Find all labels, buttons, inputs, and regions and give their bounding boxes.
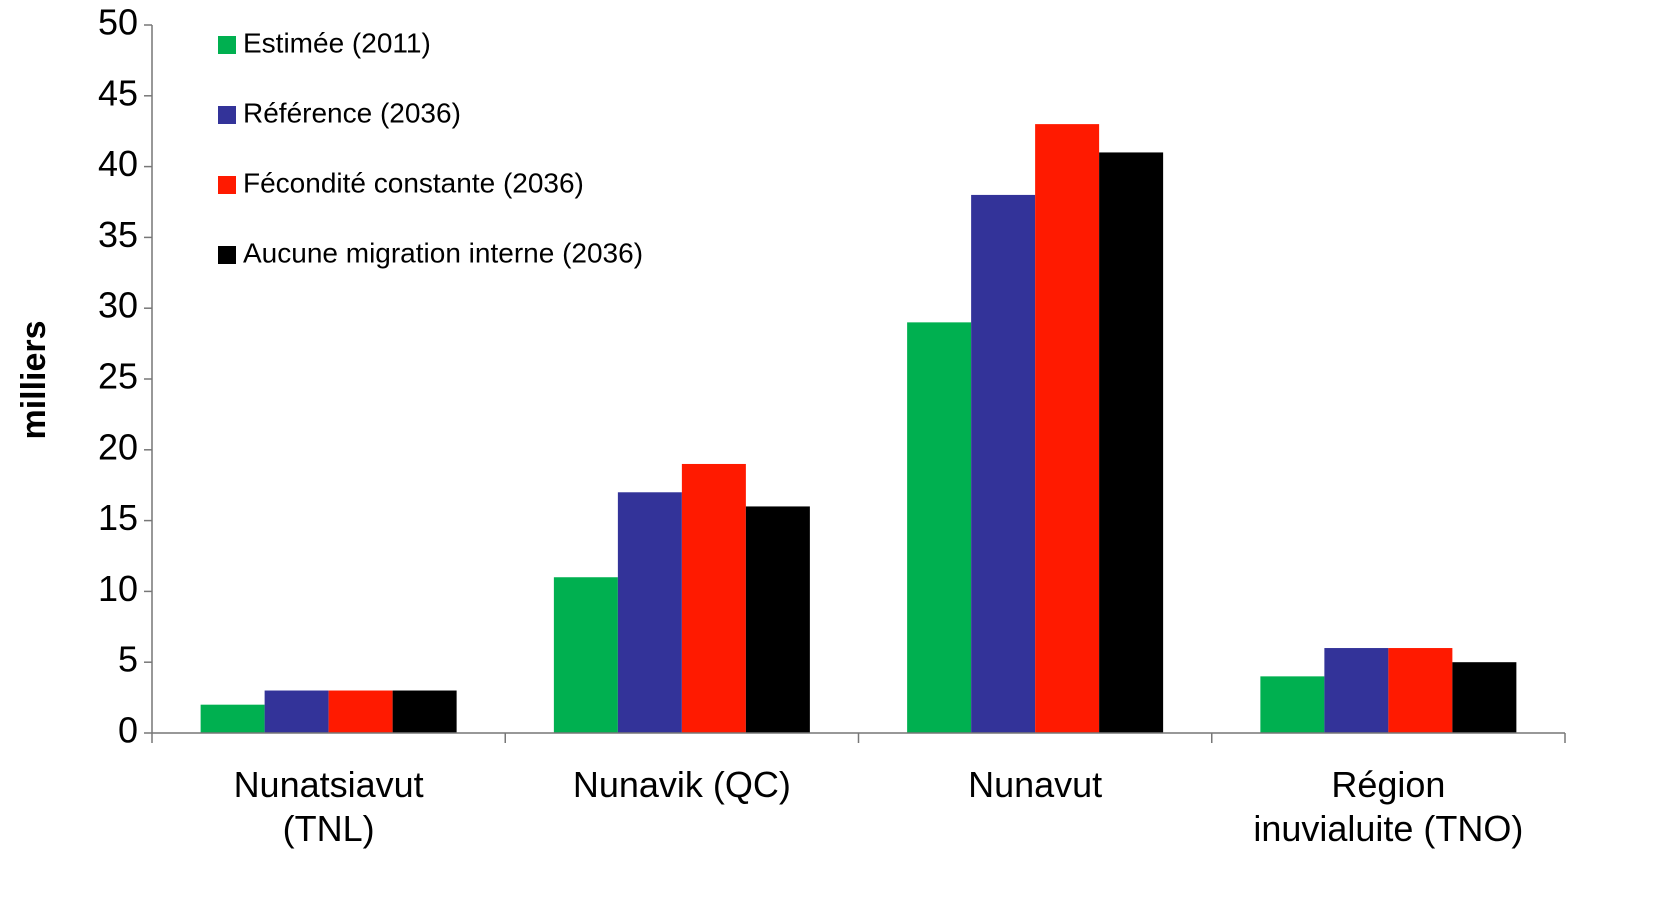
x-tick-label: Nunavik (QC) <box>573 764 791 805</box>
y-tick-label: 40 <box>98 143 138 184</box>
bar <box>200 704 265 733</box>
bar <box>328 690 393 733</box>
bar <box>681 463 746 733</box>
bar <box>1388 648 1453 733</box>
legend-swatch <box>218 106 236 124</box>
bar <box>1035 124 1100 734</box>
y-tick-label: 5 <box>118 639 138 680</box>
y-tick-label: 45 <box>98 72 138 113</box>
y-tick-label: 0 <box>118 710 138 751</box>
legend-swatch <box>218 246 236 264</box>
bar <box>1099 152 1164 733</box>
y-tick-label: 35 <box>98 214 138 255</box>
bar <box>617 492 682 733</box>
x-tick-label: Région inuvialuite (TNO) <box>1253 764 1523 849</box>
y-tick-label: 15 <box>98 497 138 538</box>
y-tick-label: 20 <box>98 426 138 467</box>
x-tick-label: Nunatsiavut (TNL) <box>234 764 424 849</box>
bar <box>1452 662 1517 733</box>
legend-swatch <box>218 176 236 194</box>
legend-label: Aucune migration interne (2036) <box>243 237 643 268</box>
y-tick-label: 30 <box>98 285 138 326</box>
y-tick-label: 50 <box>98 2 138 43</box>
y-tick-label: 25 <box>98 356 138 397</box>
bar <box>971 194 1036 734</box>
bar <box>392 690 457 733</box>
y-tick-label: 10 <box>98 568 138 609</box>
bar <box>907 322 972 733</box>
x-tick-label: Nunavut <box>968 764 1102 805</box>
bar <box>1324 648 1389 733</box>
legend-label: Estimée (2011) <box>243 27 431 58</box>
bar <box>1260 676 1325 733</box>
y-axis-label: milliers <box>15 320 53 439</box>
legend-label: Fécondité constante (2036) <box>243 167 584 198</box>
legend-label: Référence (2036) <box>243 97 461 128</box>
bar <box>553 577 618 733</box>
bar <box>264 690 329 733</box>
legend-swatch <box>218 36 236 54</box>
bar <box>745 506 810 733</box>
